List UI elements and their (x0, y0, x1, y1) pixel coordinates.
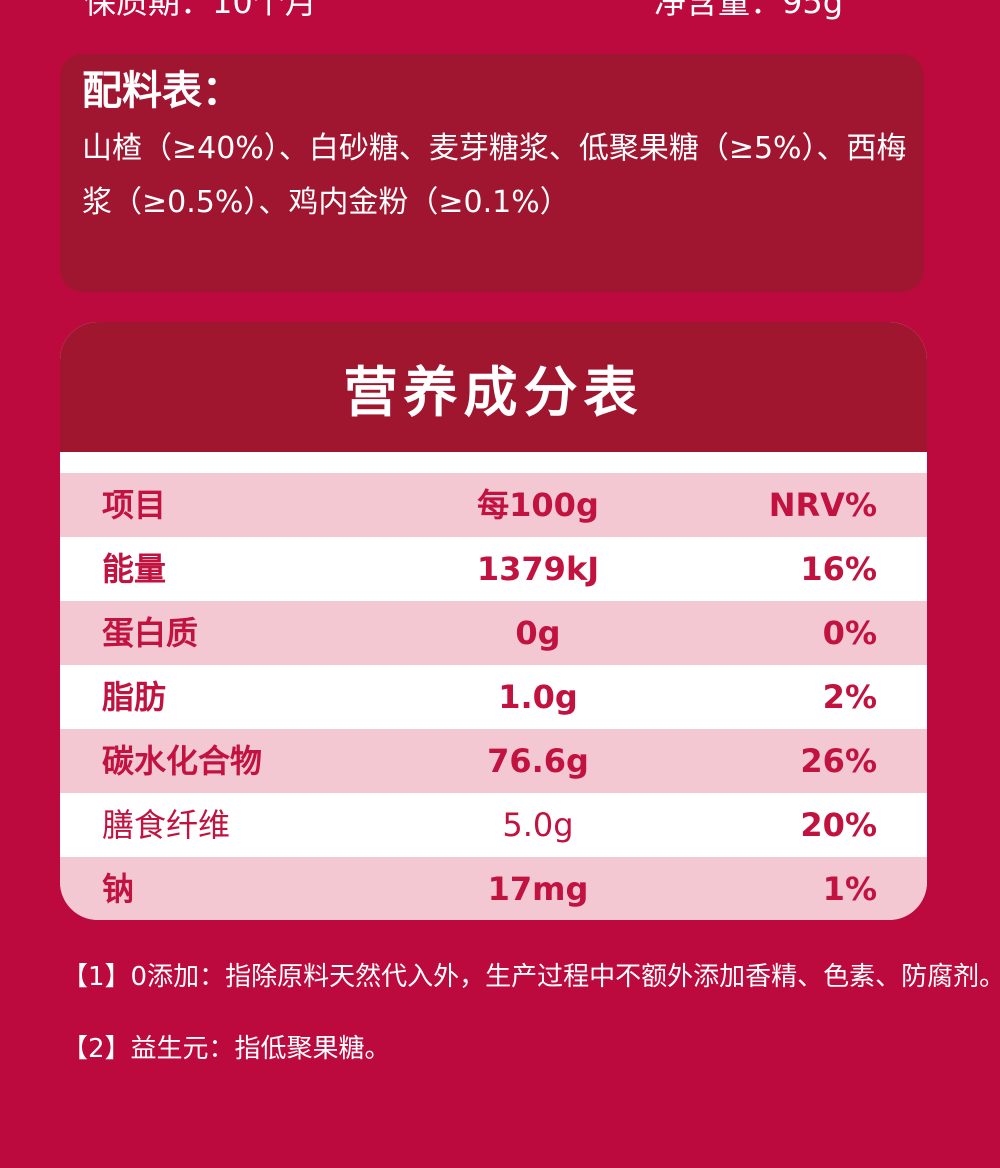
table-row: 钠 17mg 1% (60, 857, 927, 920)
row-value: 5.0g (502, 806, 574, 844)
row-name: 碳水化合物 (102, 742, 263, 780)
row-value: 1.0g (498, 678, 578, 716)
table-row: 脂肪 1.0g 2% (60, 665, 927, 729)
row-name: 能量 (102, 550, 167, 588)
nutrition-table: 营养成分表 项目 每100g NRV% 能量 1379kJ 16% 蛋白质 0g… (60, 322, 927, 920)
shelf-life-text: 保质期：10个月 (84, 0, 317, 21)
row-name: 脂肪 (102, 678, 167, 716)
col-header-nrv: NRV% (768, 486, 877, 524)
row-nrv: 2% (822, 678, 877, 716)
table-row: 能量 1379kJ 16% (60, 537, 927, 601)
col-header-item: 项目 (102, 486, 167, 524)
row-name: 膳食纤维 (102, 806, 231, 844)
row-name: 钠 (102, 870, 135, 908)
footnote-1: 【1】0添加：指除原料天然代入外，生产过程中不额外添加香精、色素、防腐剂。 (62, 962, 1000, 992)
row-nrv: 1% (822, 870, 877, 908)
row-nrv: 20% (800, 806, 877, 844)
row-value: 76.6g (487, 742, 589, 780)
table-row: 膳食纤维 5.0g 20% (60, 793, 927, 857)
net-content-text: 净含量：95g (654, 0, 844, 21)
col-header-per100g: 每100g (477, 486, 599, 524)
ingredients-box: 配料表： 山楂（≥40%）、白砂糖、麦芽糖浆、低聚果糖（≥5%）、西梅浆（≥0.… (60, 54, 924, 292)
footnote-2: 【2】益生元：指低聚果糖。 (62, 1034, 391, 1064)
nutrition-gap (60, 452, 927, 473)
ingredients-text: 山楂（≥40%）、白砂糖、麦芽糖浆、低聚果糖（≥5%）、西梅浆（≥0.5%）、鸡… (82, 131, 907, 220)
row-value: 17mg (487, 870, 589, 908)
row-nrv: 0% (822, 614, 877, 652)
row-value: 0g (515, 614, 561, 652)
nutrition-title: 营养成分表 (343, 360, 644, 424)
row-value: 1379kJ (476, 550, 600, 588)
row-nrv: 16% (800, 550, 877, 588)
top-info-line: 保质期：10个月 净含量：95g (0, 0, 1000, 22)
table-header-row: 项目 每100g NRV% (60, 473, 927, 537)
table-row: 蛋白质 0g 0% (60, 601, 927, 665)
ingredients-title: 配料表： (82, 68, 242, 114)
nutrition-header: 营养成分表 (60, 322, 927, 452)
row-nrv: 26% (800, 742, 877, 780)
row-name: 蛋白质 (102, 614, 199, 652)
table-row: 碳水化合物 76.6g 26% (60, 729, 927, 793)
